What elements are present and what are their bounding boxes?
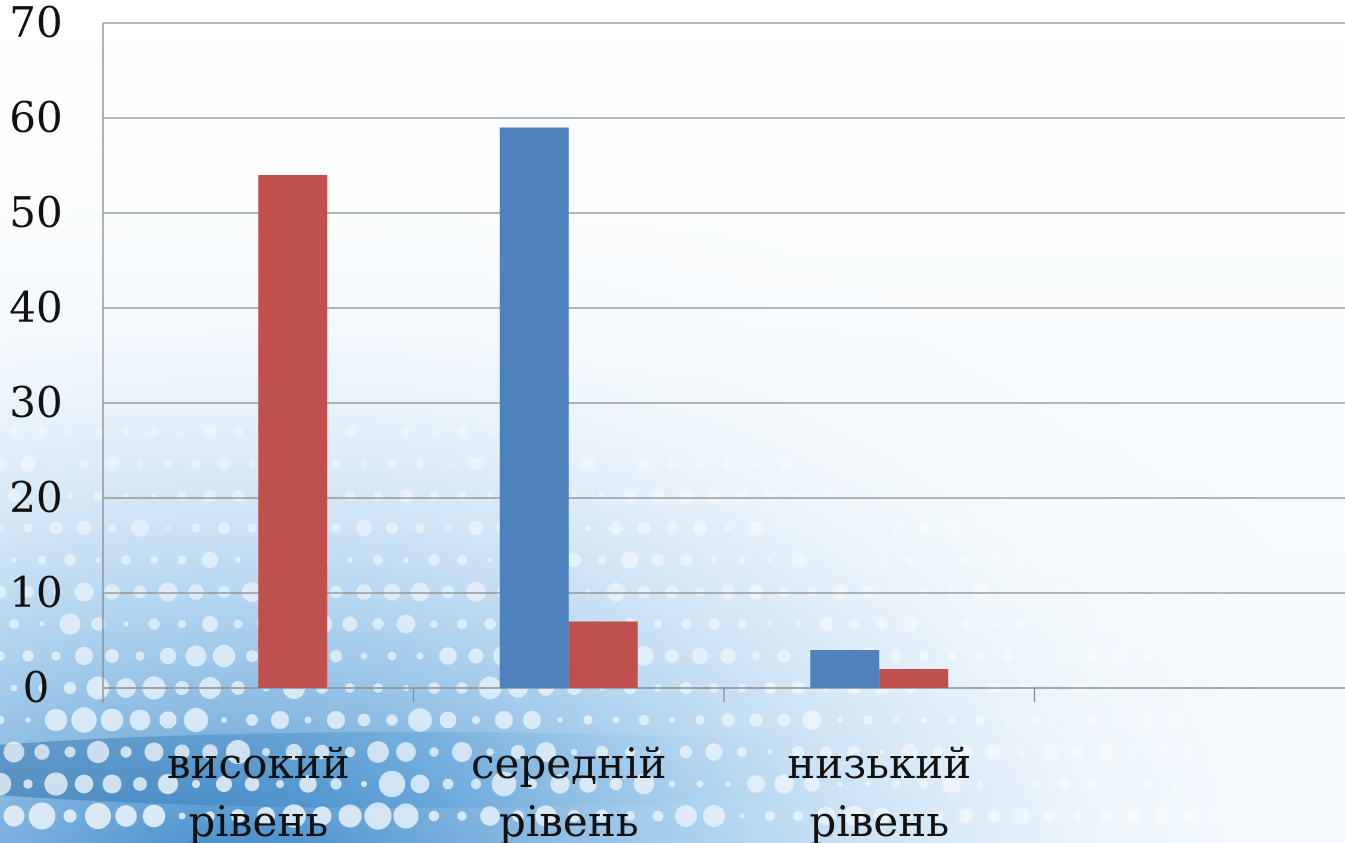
x-category-label: високий: [167, 739, 350, 788]
y-tick-label: 30: [9, 378, 62, 427]
y-tick-label: 50: [9, 188, 62, 237]
x-category-label: рівень: [188, 797, 328, 843]
bars: [258, 127, 949, 688]
y-tick-label: 0: [23, 663, 50, 712]
x-category-label: середній: [471, 739, 666, 788]
y-tick-label: 20: [9, 473, 62, 522]
bar: [568, 621, 638, 688]
bar: [879, 669, 949, 688]
x-category-label: рівень: [809, 797, 949, 843]
y-axis-ticks: 0 10 20 30 40 50 60 70: [9, 0, 62, 712]
bar: [258, 175, 328, 688]
y-tick-label: 70: [9, 0, 62, 47]
bar: [499, 127, 569, 688]
x-category-label: низький: [787, 739, 971, 788]
y-tick-label: 40: [9, 283, 62, 332]
bar: [810, 650, 880, 688]
y-tick-label: 10: [9, 568, 62, 617]
y-tick-label: 60: [9, 93, 62, 142]
x-axis-labels: високий рівень середній рівень низький рівень: [167, 739, 971, 843]
x-category-label: рівень: [499, 797, 639, 843]
